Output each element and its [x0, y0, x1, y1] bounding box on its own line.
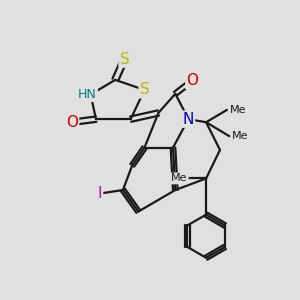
Text: Me: Me	[171, 173, 188, 184]
Text: O: O	[66, 115, 78, 130]
Text: S: S	[120, 52, 129, 67]
Text: S: S	[140, 82, 149, 98]
Text: HN: HN	[78, 88, 97, 101]
Text: O: O	[186, 73, 198, 88]
Text: I: I	[98, 186, 102, 201]
Text: Me: Me	[230, 105, 247, 115]
Text: N: N	[183, 112, 194, 127]
Text: Me: Me	[232, 131, 249, 141]
